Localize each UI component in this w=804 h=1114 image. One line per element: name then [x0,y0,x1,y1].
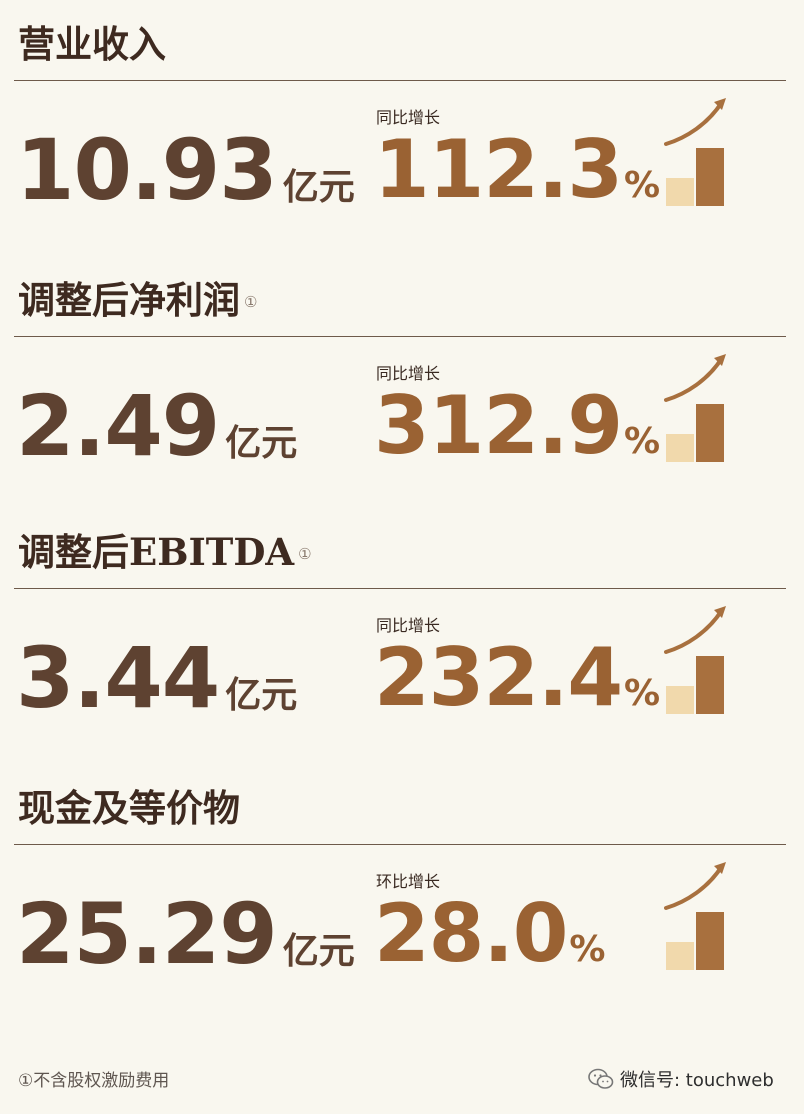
growth-bar-chart-icon [664,862,726,970]
growth-label: 环比增长 [376,872,441,891]
growth-label: 同比增长 [376,364,441,383]
growth-unit: % [624,165,661,206]
metric-adjusted-ebitda: 调整后EBITDA ① 3.44 亿元 同比增长 232.4% [0,508,804,758]
watermark: 微信号: touchweb [588,1066,774,1092]
metric-unit: 亿元 [282,931,355,972]
section-divider [14,80,786,81]
wechat-icon [588,1068,614,1089]
growth-row: 232.4% [374,630,660,726]
section-title-text: 现金及等价物 [18,786,240,830]
section-title: 调整后净利润 ① [18,278,257,322]
section-title: 调整后EBITDA ① [18,530,312,574]
metric-revenue: 营业收入 10.93 亿元 同比增长 112.3% [0,0,804,250]
growth-value: 28.0 [374,887,568,980]
growth-label: 同比增长 [376,108,441,127]
watermark-text: 微信号: touchweb [620,1070,774,1091]
metric-value: 25.29 [16,885,278,983]
section-divider [14,844,786,845]
metric-unit: 亿元 [282,167,355,208]
value-row: 2.49 亿元 [16,378,297,478]
section-title: 营业收入 [18,22,170,66]
section-divider [14,336,786,337]
growth-unit: % [624,421,661,462]
growth-row: 28.0% [374,886,605,982]
growth-bar-chart-icon [664,98,726,206]
metric-adjusted-net-profit: 调整后净利润 ① 2.49 亿元 同比增长 312.9% [0,256,804,506]
section-title-text: 调整后EBITDA [18,530,295,574]
section-title-text: 营业收入 [18,22,166,66]
growth-label: 同比增长 [376,616,441,635]
metric-value: 3.44 [16,629,220,727]
section-title-text: 调整后净利润 [18,278,240,322]
growth-row: 112.3% [374,122,660,218]
growth-unit: % [624,673,661,714]
footnote-marker: ① [244,293,258,311]
metric-unit: 亿元 [225,423,298,464]
value-row: 10.93 亿元 [16,122,355,222]
growth-unit: % [569,929,606,970]
metric-cash-equivalents: 现金及等价物 25.29 亿元 环比增长 28.0% [0,764,804,1014]
footnote: ①不含股权激励费用 [18,1071,170,1091]
growth-bar-chart-icon [664,354,726,462]
growth-value: 312.9 [374,379,623,472]
growth-value: 232.4 [374,631,623,724]
metric-value: 10.93 [16,121,278,219]
value-row: 3.44 亿元 [16,630,297,730]
growth-value: 112.3 [374,123,623,216]
growth-row: 312.9% [374,378,660,474]
value-row: 25.29 亿元 [16,886,355,986]
footnote-marker: ① [298,545,312,563]
growth-bar-chart-icon [664,606,726,714]
metric-value: 2.49 [16,377,220,475]
section-title: 现金及等价物 [18,786,244,830]
metric-unit: 亿元 [225,675,298,716]
section-divider [14,588,786,589]
